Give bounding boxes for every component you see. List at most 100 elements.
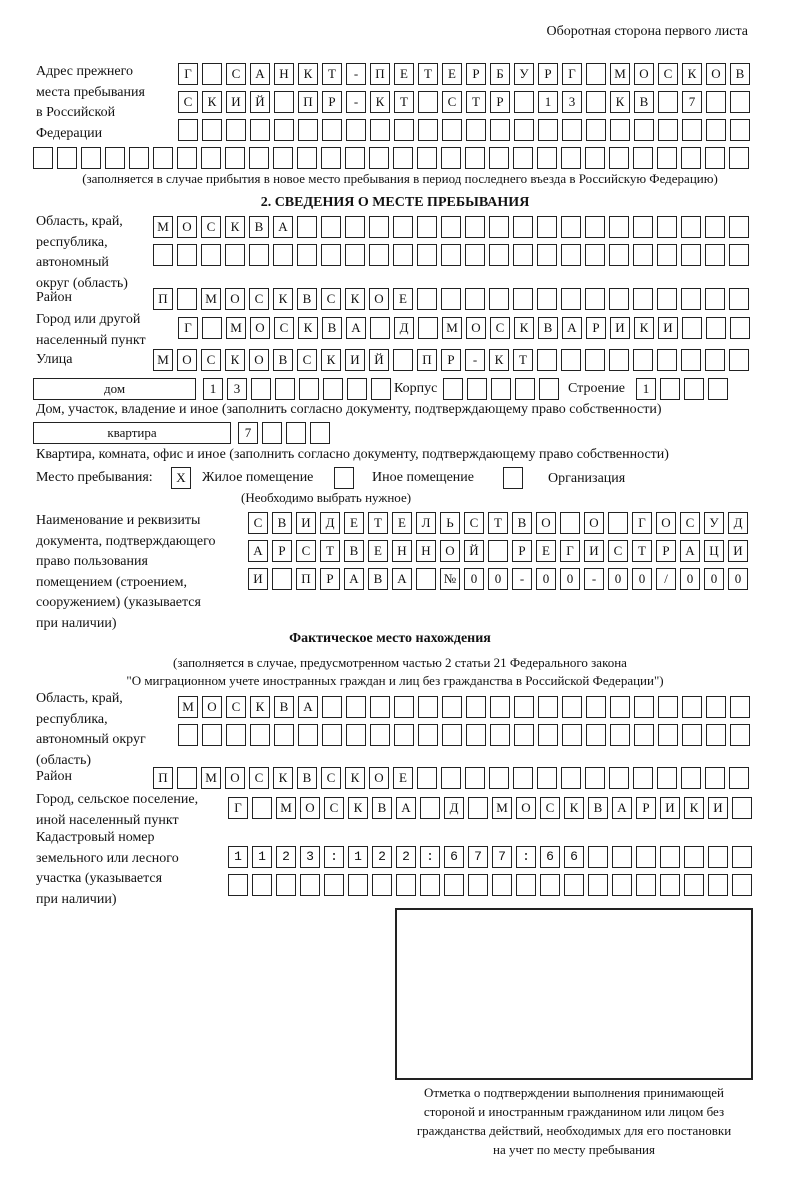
letter-cell[interactable]: И	[660, 797, 680, 819]
letter-cell[interactable]	[251, 378, 271, 400]
letter-cell[interactable]: В	[249, 216, 269, 238]
letter-cell[interactable]	[465, 767, 485, 789]
letter-cell[interactable]	[658, 724, 678, 746]
letter-cell[interactable]	[347, 378, 367, 400]
letter-cell[interactable]: 0	[680, 568, 700, 590]
letter-cell[interactable]	[730, 724, 750, 746]
letter-cell[interactable]	[729, 288, 749, 310]
letter-cell[interactable]	[369, 147, 389, 169]
letter-cell[interactable]	[273, 244, 293, 266]
letter-cell[interactable]	[252, 874, 272, 896]
letter-cell[interactable]: У	[704, 512, 724, 534]
letter-cell[interactable]	[730, 317, 750, 339]
letter-cell[interactable]	[561, 147, 581, 169]
letter-cell[interactable]	[417, 216, 437, 238]
letter-cell[interactable]: 7	[238, 422, 258, 444]
letter-cell[interactable]: К	[298, 63, 318, 85]
letter-cell[interactable]: Н	[274, 63, 294, 85]
letter-cell[interactable]: У	[514, 63, 534, 85]
letter-cell[interactable]: С	[442, 91, 462, 113]
letter-cell[interactable]	[708, 874, 728, 896]
letter-cell[interactable]: Й	[464, 540, 484, 562]
letter-cell[interactable]	[274, 91, 294, 113]
letter-cell[interactable]: А	[344, 568, 364, 590]
letter-cell[interactable]	[177, 244, 197, 266]
letter-cell[interactable]: И	[345, 349, 365, 371]
letter-cell[interactable]	[539, 378, 559, 400]
letter-cell[interactable]	[610, 724, 630, 746]
letter-cell[interactable]	[418, 317, 438, 339]
letter-cell[interactable]	[201, 244, 221, 266]
letter-cell[interactable]: К	[273, 767, 293, 789]
letter-cell[interactable]	[298, 724, 318, 746]
letter-cell[interactable]	[417, 767, 437, 789]
letter-cell[interactable]	[393, 216, 413, 238]
letter-cell[interactable]	[202, 724, 222, 746]
letter-cell[interactable]	[396, 874, 416, 896]
letter-cell[interactable]	[275, 378, 295, 400]
letter-cell[interactable]	[490, 119, 510, 141]
letter-cell[interactable]: Е	[368, 540, 388, 562]
letter-cell[interactable]	[540, 874, 560, 896]
letter-cell[interactable]	[660, 846, 680, 868]
letter-cell[interactable]: Г	[178, 63, 198, 85]
letter-cell[interactable]	[372, 874, 392, 896]
letter-cell[interactable]	[540, 846, 560, 868]
letter-cell[interactable]	[706, 119, 726, 141]
letter-cell[interactable]: В	[368, 568, 388, 590]
letter-cell[interactable]	[396, 846, 416, 868]
letter-cell[interactable]	[274, 119, 294, 141]
letter-cell[interactable]: В	[588, 797, 608, 819]
letter-cell[interactable]	[393, 147, 413, 169]
letter-cell[interactable]: 3	[227, 378, 247, 400]
letter-cell[interactable]: О	[225, 767, 245, 789]
letter-cell[interactable]	[297, 216, 317, 238]
letter-cell[interactable]: А	[346, 317, 366, 339]
letter-cell[interactable]: О	[706, 63, 726, 85]
letter-cell[interactable]	[705, 244, 725, 266]
letter-cell[interactable]	[660, 874, 680, 896]
letter-cell[interactable]	[516, 874, 536, 896]
letter-cell[interactable]: О	[536, 512, 556, 534]
letter-cell[interactable]: В	[372, 797, 392, 819]
letter-cell[interactable]	[612, 846, 632, 868]
letter-cell[interactable]	[177, 288, 197, 310]
letter-cell[interactable]	[393, 244, 413, 266]
letter-cell[interactable]	[272, 568, 292, 590]
letter-cell[interactable]	[490, 696, 510, 718]
letter-cell[interactable]: О	[656, 512, 676, 534]
letter-cell[interactable]	[129, 147, 149, 169]
letter-cell[interactable]: П	[298, 91, 318, 113]
letter-cell[interactable]: Б	[490, 63, 510, 85]
letter-cell[interactable]	[730, 91, 750, 113]
letter-cell[interactable]	[657, 244, 677, 266]
letter-cell[interactable]	[370, 724, 390, 746]
letter-cell[interactable]	[681, 147, 701, 169]
letter-cell[interactable]	[57, 147, 77, 169]
letter-cell[interactable]: К	[273, 288, 293, 310]
letter-cell[interactable]	[657, 767, 677, 789]
letter-cell[interactable]: Е	[442, 63, 462, 85]
letter-cell[interactable]	[585, 767, 605, 789]
letter-cell[interactable]	[393, 349, 413, 371]
letter-cell[interactable]	[609, 767, 629, 789]
letter-cell[interactable]	[609, 216, 629, 238]
letter-cell[interactable]	[177, 147, 197, 169]
letter-cell[interactable]: И	[708, 797, 728, 819]
letter-cell[interactable]	[730, 696, 750, 718]
letter-cell[interactable]	[586, 696, 606, 718]
letter-cell[interactable]: О	[225, 288, 245, 310]
letter-cell[interactable]: И	[658, 317, 678, 339]
letter-cell[interactable]	[286, 422, 306, 444]
letter-cell[interactable]: О	[634, 63, 654, 85]
letter-cell[interactable]	[324, 846, 344, 868]
letter-cell[interactable]: М	[201, 288, 221, 310]
letter-cell[interactable]	[418, 724, 438, 746]
letter-cell[interactable]: А	[562, 317, 582, 339]
letter-cell[interactable]	[560, 512, 580, 534]
letter-cell[interactable]	[586, 119, 606, 141]
letter-cell[interactable]	[681, 244, 701, 266]
letter-cell[interactable]	[562, 696, 582, 718]
letter-cell[interactable]	[250, 724, 270, 746]
letter-cell[interactable]	[681, 349, 701, 371]
